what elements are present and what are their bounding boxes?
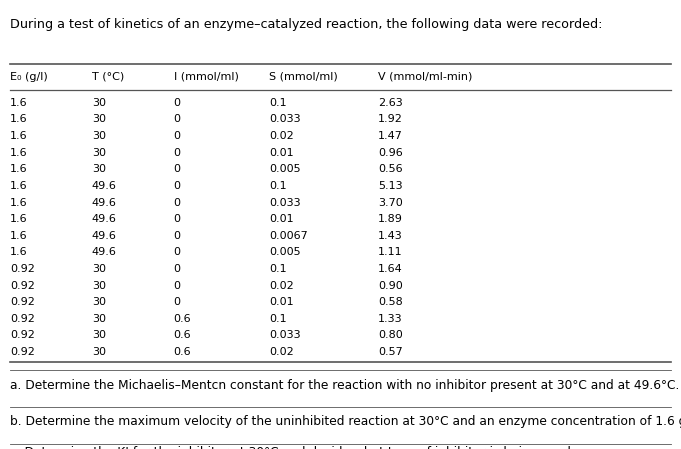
Text: 0.92: 0.92 <box>10 347 35 357</box>
Text: 0: 0 <box>174 247 180 257</box>
Text: 0.92: 0.92 <box>10 314 35 324</box>
Text: 0.033: 0.033 <box>269 198 300 207</box>
Text: 0.01: 0.01 <box>269 297 294 307</box>
Text: 0.005: 0.005 <box>269 164 300 174</box>
Text: 0.6: 0.6 <box>174 330 191 340</box>
Text: 0: 0 <box>174 148 180 158</box>
Text: 0.01: 0.01 <box>269 148 294 158</box>
Text: 1.6: 1.6 <box>10 98 28 108</box>
Text: 49.6: 49.6 <box>92 214 117 224</box>
Text: 1.6: 1.6 <box>10 131 28 141</box>
Text: 30: 30 <box>92 264 106 274</box>
Text: During a test of kinetics of an enzyme–catalyzed reaction, the following data we: During a test of kinetics of an enzyme–c… <box>10 18 603 31</box>
Text: 1.6: 1.6 <box>10 231 28 241</box>
Text: 0.92: 0.92 <box>10 297 35 307</box>
Text: 0: 0 <box>174 98 180 108</box>
Text: 0.01: 0.01 <box>269 214 294 224</box>
Text: 0.02: 0.02 <box>269 281 294 291</box>
Text: 0.80: 0.80 <box>378 330 402 340</box>
Text: 1.6: 1.6 <box>10 164 28 174</box>
Text: 1.64: 1.64 <box>378 264 402 274</box>
Text: 1.43: 1.43 <box>378 231 402 241</box>
Text: b. Determine the maximum velocity of the uninhibited reaction at 30°C and an enz: b. Determine the maximum velocity of the… <box>10 415 681 428</box>
Text: 0: 0 <box>174 181 180 191</box>
Text: 49.6: 49.6 <box>92 181 117 191</box>
Text: 1.11: 1.11 <box>378 247 402 257</box>
Text: 30: 30 <box>92 148 106 158</box>
Text: 1.89: 1.89 <box>378 214 403 224</box>
Text: 1.6: 1.6 <box>10 148 28 158</box>
Text: 0.92: 0.92 <box>10 264 35 274</box>
Text: 0.90: 0.90 <box>378 281 402 291</box>
Text: 0.92: 0.92 <box>10 330 35 340</box>
Text: 49.6: 49.6 <box>92 198 117 207</box>
Text: 30: 30 <box>92 330 106 340</box>
Text: 0.005: 0.005 <box>269 247 300 257</box>
Text: 30: 30 <box>92 164 106 174</box>
Text: 0: 0 <box>174 164 180 174</box>
Text: 0.6: 0.6 <box>174 347 191 357</box>
Text: 1.6: 1.6 <box>10 198 28 207</box>
Text: 0: 0 <box>174 297 180 307</box>
Text: a. Determine the Michaelis–Mentcn constant for the reaction with no inhibitor pr: a. Determine the Michaelis–Mentcn consta… <box>10 379 680 392</box>
Text: E₀ (g/l): E₀ (g/l) <box>10 72 48 82</box>
Text: 0.1: 0.1 <box>269 98 287 108</box>
Text: S (mmol/ml): S (mmol/ml) <box>269 72 338 82</box>
Text: 30: 30 <box>92 131 106 141</box>
Text: V (mmol/ml-min): V (mmol/ml-min) <box>378 72 473 82</box>
Text: 0: 0 <box>174 231 180 241</box>
Text: 1.47: 1.47 <box>378 131 403 141</box>
Text: 0.033: 0.033 <box>269 114 300 124</box>
Text: 0.0067: 0.0067 <box>269 231 308 241</box>
Text: 0.92: 0.92 <box>10 281 35 291</box>
Text: 5.13: 5.13 <box>378 181 402 191</box>
Text: 0.58: 0.58 <box>378 297 402 307</box>
Text: 30: 30 <box>92 98 106 108</box>
Text: 30: 30 <box>92 281 106 291</box>
Text: 49.6: 49.6 <box>92 247 117 257</box>
Text: 1.33: 1.33 <box>378 314 402 324</box>
Text: T (°C): T (°C) <box>92 72 124 82</box>
Text: 0: 0 <box>174 281 180 291</box>
Text: 0.02: 0.02 <box>269 131 294 141</box>
Text: c. Determine the KI for the inhibitor at 30°C and decide what type of inhibitor : c. Determine the KI for the inhibitor at… <box>10 446 575 449</box>
Text: 0: 0 <box>174 198 180 207</box>
Text: 0.6: 0.6 <box>174 314 191 324</box>
Text: 0.57: 0.57 <box>378 347 402 357</box>
Text: I (mmol/ml): I (mmol/ml) <box>174 72 238 82</box>
Text: 0: 0 <box>174 214 180 224</box>
Text: 2.63: 2.63 <box>378 98 402 108</box>
Text: 1.6: 1.6 <box>10 181 28 191</box>
Text: 30: 30 <box>92 347 106 357</box>
Text: 0.96: 0.96 <box>378 148 402 158</box>
Text: 3.70: 3.70 <box>378 198 402 207</box>
Text: 0: 0 <box>174 264 180 274</box>
Text: 1.6: 1.6 <box>10 114 28 124</box>
Text: 1.92: 1.92 <box>378 114 403 124</box>
Text: 0.1: 0.1 <box>269 181 287 191</box>
Text: 0.02: 0.02 <box>269 347 294 357</box>
Text: 0: 0 <box>174 114 180 124</box>
Text: 49.6: 49.6 <box>92 231 117 241</box>
Text: 1.6: 1.6 <box>10 247 28 257</box>
Text: 30: 30 <box>92 314 106 324</box>
Text: 30: 30 <box>92 297 106 307</box>
Text: 0: 0 <box>174 131 180 141</box>
Text: 1.6: 1.6 <box>10 214 28 224</box>
Text: 30: 30 <box>92 114 106 124</box>
Text: 0.56: 0.56 <box>378 164 402 174</box>
Text: 0.033: 0.033 <box>269 330 300 340</box>
Text: 0.1: 0.1 <box>269 314 287 324</box>
Text: 0.1: 0.1 <box>269 264 287 274</box>
